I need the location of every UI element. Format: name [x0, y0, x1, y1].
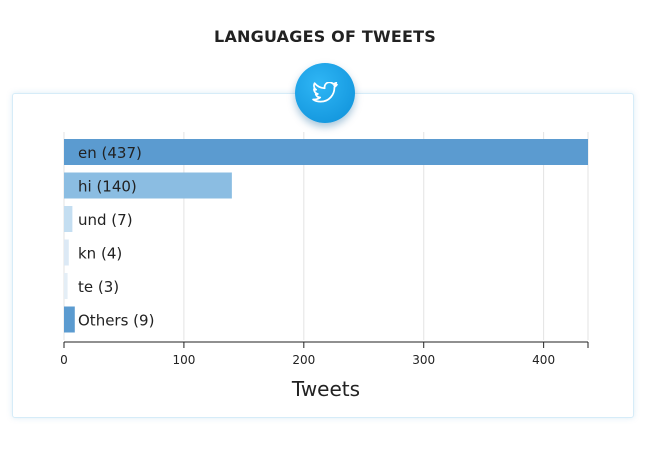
bar-others: [64, 306, 75, 333]
x-tick-label: 0: [60, 353, 68, 367]
twitter-bird-icon: [312, 82, 338, 103]
bar-und: [64, 206, 73, 232]
bar-kn: [64, 239, 69, 266]
x-tick-label: 200: [292, 353, 315, 367]
x-tick-label: 100: [172, 353, 195, 367]
bar-hi: [64, 172, 232, 199]
x-tick-label: 300: [412, 353, 435, 367]
page-title: LANGUAGES OF TWEETS: [214, 27, 436, 46]
bar-label: en (437): [78, 144, 142, 162]
x-tick-label: 400: [532, 353, 555, 367]
bar-label: und (7): [78, 211, 133, 229]
bar-label: Others (9): [78, 312, 154, 330]
x-axis-label: Tweets: [291, 377, 360, 401]
bar-label: kn (4): [78, 245, 122, 263]
bars-layer: [64, 139, 588, 333]
grid-layer: [63, 132, 589, 340]
bar-te: [64, 273, 68, 299]
bar-labels-layer: en (437) hi (140) und (7) kn (4) te (3) Other…: [78, 144, 154, 330]
x-axis: 0 100 200 300 400: [60, 341, 589, 367]
bar-label: te (3): [78, 278, 119, 296]
twitter-badge: [295, 63, 355, 123]
bar-en: [64, 139, 588, 165]
bar-label: hi (140): [78, 178, 137, 196]
